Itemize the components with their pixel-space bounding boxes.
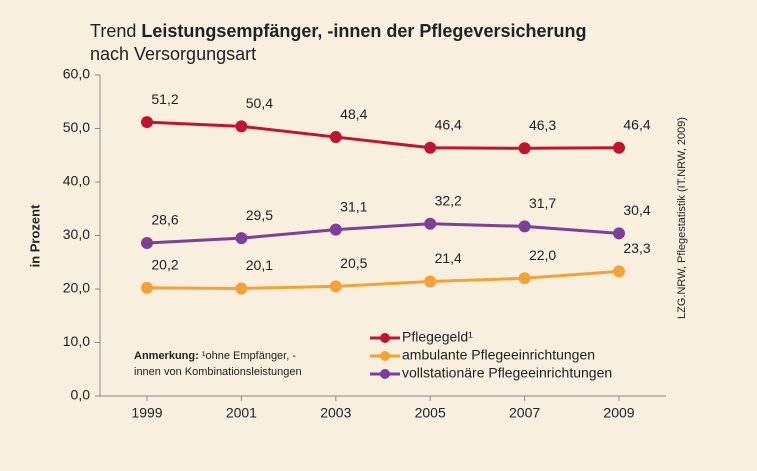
point bbox=[613, 141, 625, 154]
point bbox=[329, 280, 342, 293]
y-tick-label: 40,0 bbox=[63, 173, 90, 189]
data-label: 51,2 bbox=[151, 91, 178, 107]
source: LZG.NRW, Pflegestatistik (IT.NRW, 2009) bbox=[676, 117, 688, 319]
data-label: 46,4 bbox=[623, 116, 650, 132]
legend-marker bbox=[380, 351, 390, 361]
data-label: 28,6 bbox=[151, 212, 178, 228]
legend-label: ambulante Pflegeeinrichtungen bbox=[402, 347, 595, 363]
point bbox=[329, 131, 342, 144]
point bbox=[518, 220, 531, 233]
data-label: 46,4 bbox=[435, 116, 462, 132]
data-label: 20,5 bbox=[340, 255, 367, 271]
y-tick-label: 30,0 bbox=[63, 226, 90, 242]
point bbox=[613, 227, 625, 240]
point bbox=[424, 141, 437, 154]
y-tick-label: 10,0 bbox=[63, 333, 90, 349]
data-label: 50,4 bbox=[246, 95, 273, 111]
data-label: 31,7 bbox=[529, 195, 556, 211]
data-label: 20,2 bbox=[151, 257, 178, 273]
series-line bbox=[146, 120, 620, 150]
y-tick-label: 60,0 bbox=[63, 66, 90, 82]
point bbox=[424, 275, 437, 288]
data-label: 23,3 bbox=[623, 240, 650, 256]
annotation-line: innen von Kombinationsleistungen bbox=[134, 366, 302, 378]
point bbox=[518, 272, 531, 285]
point bbox=[424, 217, 437, 230]
y-tick-label: 50,0 bbox=[63, 119, 90, 135]
title-normal: Trend bbox=[90, 21, 136, 41]
subtitle: nach Versorgungsart bbox=[90, 44, 256, 64]
data-label: 20,1 bbox=[246, 257, 273, 273]
data-label: 21,4 bbox=[435, 250, 462, 266]
data-label: 32,2 bbox=[435, 192, 462, 208]
point bbox=[141, 236, 153, 249]
legend-label: vollstationäre Pflegeeinrichtungen bbox=[402, 365, 612, 381]
legend-label: Pflegegeld¹ bbox=[402, 329, 473, 345]
x-tick-label: 2009 bbox=[603, 405, 634, 421]
x-tick-label: 2005 bbox=[415, 405, 446, 421]
data-label: 30,4 bbox=[623, 202, 650, 218]
legend-marker bbox=[380, 333, 390, 343]
y-tick-label: 0,0 bbox=[71, 387, 91, 403]
title-bold: Leistungsempfänger, -innen der Pflegever… bbox=[141, 21, 586, 41]
x-tick-label: 2007 bbox=[509, 405, 540, 421]
x-tick-label: 1999 bbox=[131, 405, 162, 421]
legend-marker bbox=[380, 369, 390, 379]
point bbox=[141, 281, 153, 294]
annotation-line: ¹ohne Empfänger, - bbox=[202, 350, 297, 362]
x-tick-label: 2003 bbox=[320, 405, 351, 421]
annotation-bold: Anmerkung: bbox=[134, 350, 199, 362]
data-label: 22,0 bbox=[529, 247, 556, 263]
y-tick-label: 20,0 bbox=[63, 280, 90, 296]
data-label: 31,1 bbox=[340, 198, 367, 214]
chart-title: Trend Leistungsempfänger, -innen der Pfl… bbox=[90, 21, 586, 41]
x-tick-label: 2001 bbox=[226, 405, 257, 421]
point bbox=[613, 265, 625, 278]
point bbox=[141, 116, 153, 129]
point bbox=[235, 232, 248, 245]
point bbox=[235, 120, 248, 133]
data-label: 29,5 bbox=[246, 207, 273, 223]
series-line bbox=[146, 269, 620, 290]
data-label: 48,4 bbox=[340, 106, 367, 122]
y-axis-label: in Prozent bbox=[27, 204, 42, 268]
annotation: Anmerkung: ¹ohne Empfänger, - bbox=[134, 350, 296, 362]
data-label: 46,3 bbox=[529, 117, 556, 133]
point bbox=[518, 142, 531, 155]
point bbox=[329, 223, 342, 236]
point bbox=[235, 282, 248, 295]
series-line bbox=[146, 222, 620, 245]
